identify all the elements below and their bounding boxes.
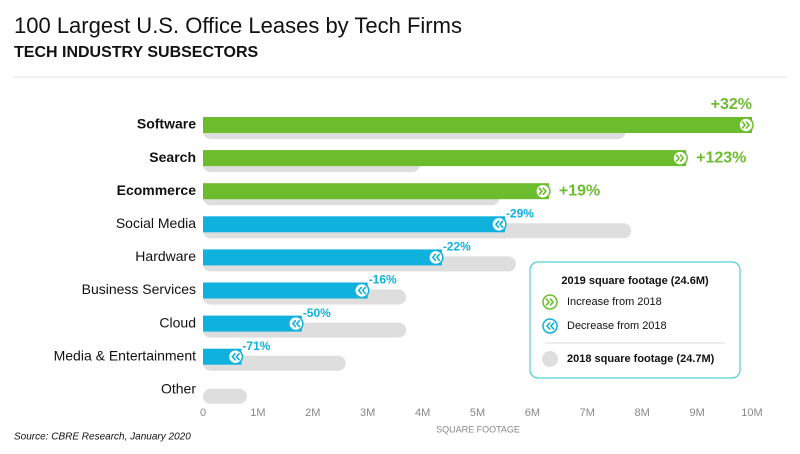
decrease-icon-chevron xyxy=(291,319,301,328)
y-tick-label: Cloud xyxy=(159,314,196,330)
bar-2019 xyxy=(203,150,687,167)
x-tick-label: 2M xyxy=(305,407,320,419)
source: Source: CBRE Research, January 2020 xyxy=(14,432,191,443)
change-label: +19% xyxy=(559,182,600,199)
change-label: +32% xyxy=(711,96,752,113)
y-tick-label: Media & Entertainment xyxy=(54,347,197,363)
y-tick-label: Hardware xyxy=(135,248,196,264)
change-label: -29% xyxy=(506,206,534,220)
x-tick-label: 0 xyxy=(200,407,206,419)
legend-decrease-icon-chevron xyxy=(545,321,555,331)
change-label: -22% xyxy=(443,240,471,254)
y-tick-label: Business Services xyxy=(82,281,196,297)
legend-label: Decrease from 2018 xyxy=(567,320,667,332)
change-label: -71% xyxy=(242,339,270,353)
x-tick-label: 5M xyxy=(470,407,485,419)
x-tick-label: 3M xyxy=(360,407,375,419)
x-tick-label: 10M xyxy=(741,407,762,419)
x-tick-label: 1M xyxy=(250,407,265,419)
change-label: -50% xyxy=(303,306,331,320)
change-label: +123% xyxy=(696,149,746,166)
chart-subtitle: TECH INDUSTRY SUBSECTORS xyxy=(14,44,259,61)
decrease-icon-chevron xyxy=(431,253,441,262)
bar-2019 xyxy=(203,183,549,200)
y-tick-label: Search xyxy=(149,149,196,165)
y-tick-label: Other xyxy=(161,381,196,397)
bar-2018 xyxy=(203,388,247,404)
increase-icon-chevron xyxy=(538,187,547,196)
x-tick-label: 7M xyxy=(580,407,595,419)
legend-label: 2018 square footage (24.7M) xyxy=(567,353,715,365)
x-axis-label: SQUARE FOOTAGE xyxy=(436,424,520,434)
change-label: -16% xyxy=(369,273,397,287)
decrease-icon-chevron xyxy=(357,286,367,295)
legend-title: 2019 square footage (24.6M) xyxy=(561,275,709,287)
x-tick-label: 8M xyxy=(635,407,650,419)
y-tick-label: Ecommerce xyxy=(117,182,197,198)
decrease-icon-chevron xyxy=(231,352,241,361)
decrease-icon-chevron xyxy=(494,220,504,229)
x-tick-label: 6M xyxy=(525,407,540,419)
bar-2019 xyxy=(203,216,505,233)
x-tick-label: 9M xyxy=(689,407,704,419)
legend-box xyxy=(529,261,741,379)
bar-2019 xyxy=(203,117,752,133)
y-tick-label: Social Media xyxy=(116,215,196,231)
legend-increase-icon-chevron xyxy=(545,297,555,307)
bar-2019 xyxy=(203,249,442,266)
increase-icon-chevron xyxy=(741,120,751,130)
x-tick-label: 4M xyxy=(415,407,430,419)
bar-2019 xyxy=(203,315,302,332)
chart-title: 100 Largest U.S. Office Leases by Tech F… xyxy=(14,13,462,38)
y-tick-label: Software xyxy=(137,116,196,132)
legend-label: Increase from 2018 xyxy=(567,296,662,308)
increase-icon-chevron xyxy=(675,154,685,163)
legend-swatch xyxy=(542,351,558,367)
bar-2019 xyxy=(203,282,368,299)
